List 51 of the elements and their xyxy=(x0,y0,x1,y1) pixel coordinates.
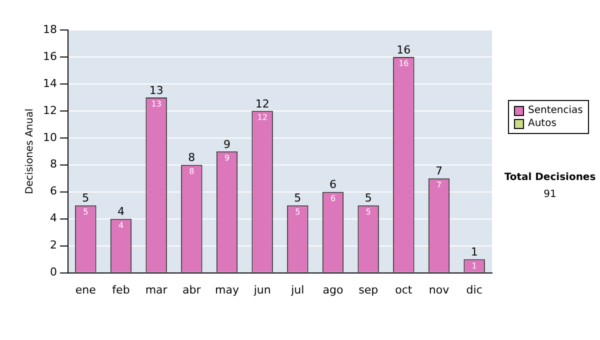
total-label: 5 xyxy=(364,192,372,205)
y-tick-label: 16 xyxy=(42,50,57,63)
y-axis-title: Decisiones Anual xyxy=(24,108,36,194)
text: 91 xyxy=(542,189,558,200)
data-label: 16 xyxy=(398,59,409,68)
y-tick-label: 14 xyxy=(42,76,57,90)
x-tick-label: feb xyxy=(112,283,130,296)
y-tick-label: 2 xyxy=(50,238,57,252)
total-label: 16 xyxy=(396,43,411,56)
legend-label: Sentencias xyxy=(528,104,583,117)
text: Total Decisiones xyxy=(503,172,597,183)
total-label: 5 xyxy=(82,192,90,205)
data-label: 5 xyxy=(295,207,300,216)
y-tick-label: 8 xyxy=(50,158,57,171)
x-tick-label: nov xyxy=(428,283,450,296)
total-label: 12 xyxy=(255,97,270,110)
total-label: 9 xyxy=(224,138,230,151)
x-tick-label: mar xyxy=(145,283,168,296)
x-tick-label: oct xyxy=(395,283,413,296)
y-tick-label: 4 xyxy=(50,212,57,225)
data-label: 5 xyxy=(366,207,371,216)
y-tick-label: 10 xyxy=(42,130,57,144)
data-label: 9 xyxy=(224,153,230,162)
data-label: 8 xyxy=(189,166,194,176)
total-label: 5 xyxy=(294,192,302,205)
total-label: 7 xyxy=(436,164,442,178)
total-label: 1 xyxy=(470,246,478,259)
data-label: 7 xyxy=(436,180,442,190)
x-tick-label: may xyxy=(215,283,240,296)
y-tick-label: 6 xyxy=(50,184,57,198)
x-tick-label: jul xyxy=(290,283,304,296)
legend-label: Autos xyxy=(528,117,556,130)
data-label: 5 xyxy=(83,207,88,216)
data-label: 1 xyxy=(472,261,477,270)
total-label: 13 xyxy=(149,84,164,97)
data-label: 6 xyxy=(330,194,336,203)
x-tick-label: ago xyxy=(322,283,344,296)
total-label: 4 xyxy=(117,205,124,218)
total-label: 6 xyxy=(330,178,336,192)
total-label: 8 xyxy=(188,151,196,164)
data-label: 12 xyxy=(257,113,268,122)
y-tick-label: 0 xyxy=(50,266,57,279)
x-tick-label: dic xyxy=(466,283,482,296)
data-label: 4 xyxy=(118,220,124,230)
x-tick-label: ene xyxy=(75,283,96,296)
x-tick-label: jun xyxy=(252,283,271,296)
x-tick-label: sep xyxy=(358,283,378,296)
data-label: 13 xyxy=(151,100,162,109)
y-tick-label: 18 xyxy=(42,22,57,36)
x-tick-label: abr xyxy=(182,283,202,296)
y-tick-label: 12 xyxy=(42,104,57,117)
